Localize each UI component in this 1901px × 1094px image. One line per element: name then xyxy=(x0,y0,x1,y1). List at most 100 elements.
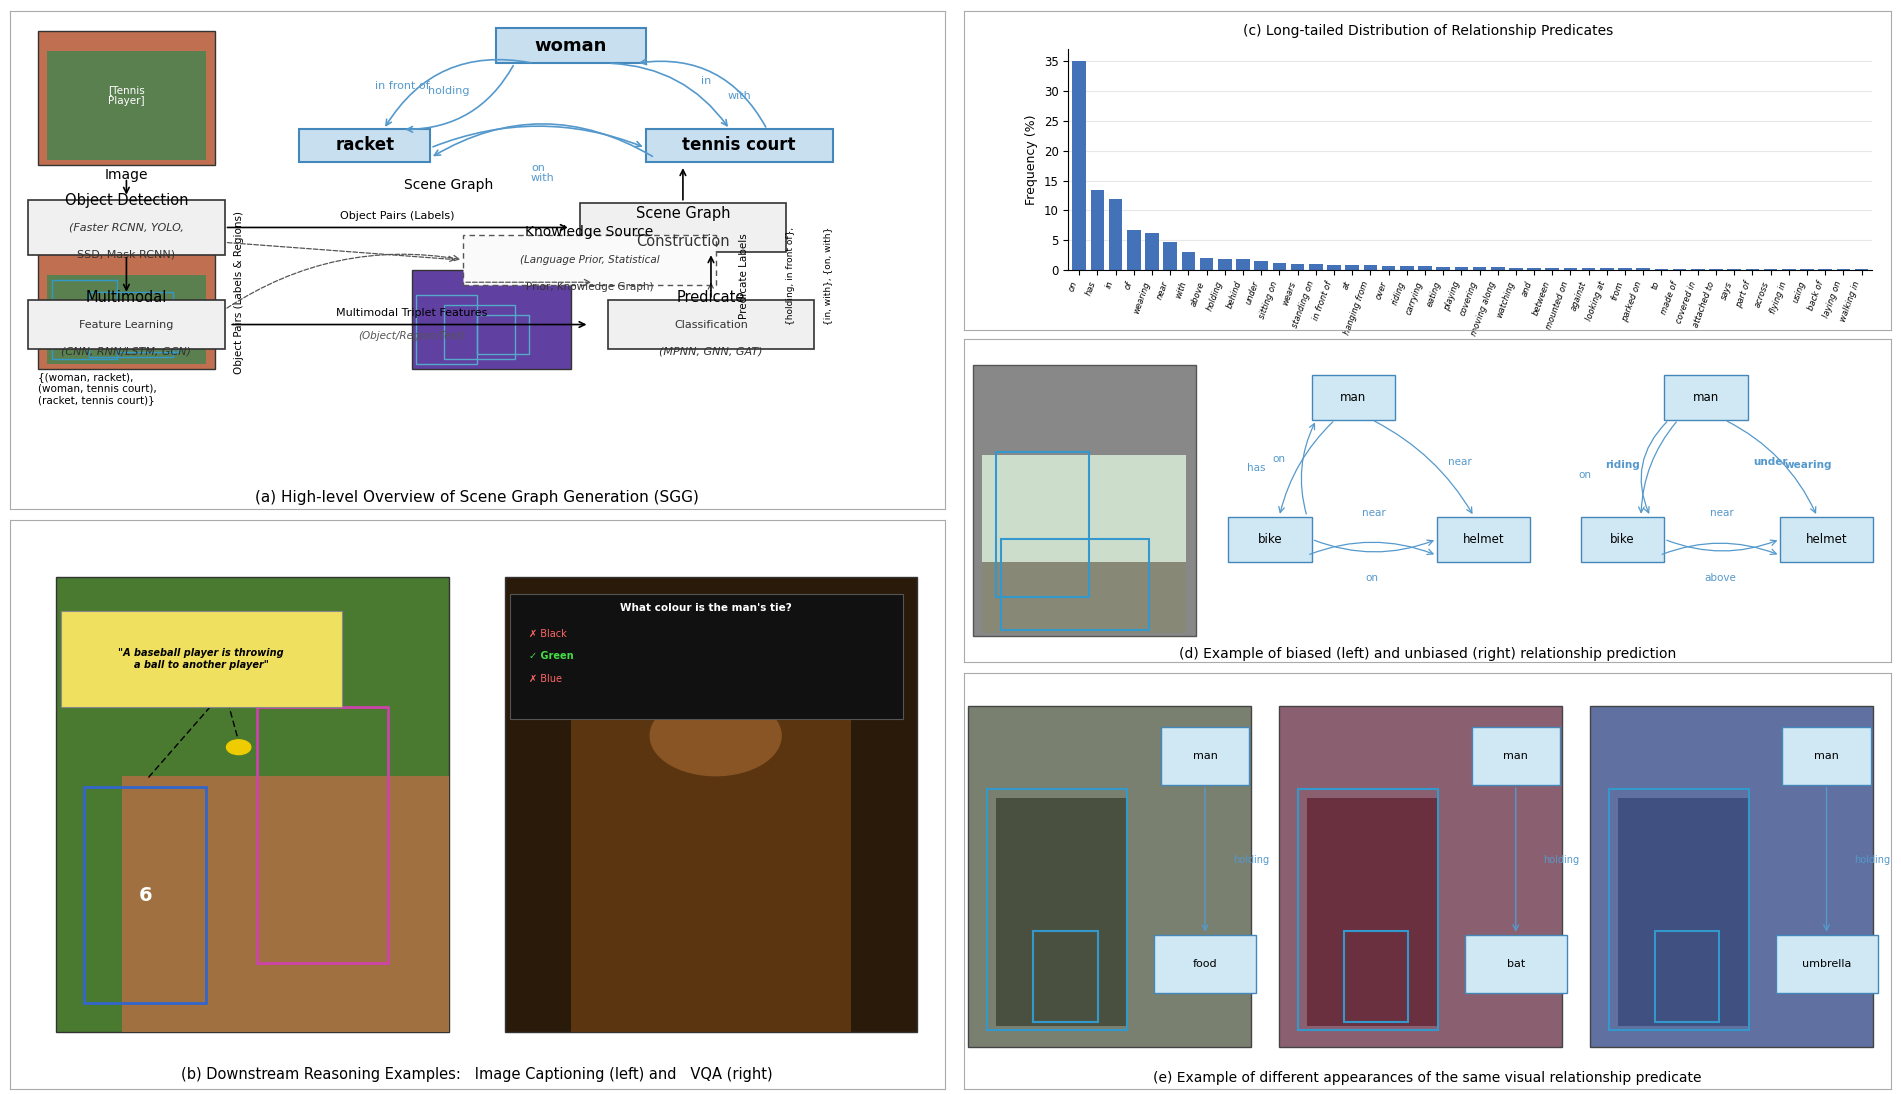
FancyBboxPatch shape xyxy=(38,31,215,165)
Bar xyxy=(1764,269,1777,270)
Text: {in, with}, {on, with}: {in, with}, {on, with} xyxy=(823,226,833,325)
Text: (woman, tennis court),: (woman, tennis court), xyxy=(38,383,156,393)
FancyBboxPatch shape xyxy=(968,706,1251,1047)
Text: Classification: Classification xyxy=(675,319,747,329)
Text: Multimodal: Multimodal xyxy=(86,290,167,304)
Text: riding: riding xyxy=(1604,459,1641,470)
FancyBboxPatch shape xyxy=(1437,516,1530,562)
Text: in front of: in front of xyxy=(374,81,430,92)
FancyBboxPatch shape xyxy=(1308,798,1439,1026)
Bar xyxy=(1565,268,1578,270)
Text: woman: woman xyxy=(534,37,606,55)
FancyBboxPatch shape xyxy=(1228,516,1312,562)
Bar xyxy=(1582,268,1595,270)
Text: (Faster RCNN, YOLO,: (Faster RCNN, YOLO, xyxy=(68,222,184,232)
FancyBboxPatch shape xyxy=(61,610,342,708)
Text: holding: holding xyxy=(1853,854,1890,865)
Text: man: man xyxy=(1192,750,1217,761)
Text: (Language Prior, Statistical: (Language Prior, Statistical xyxy=(519,255,660,265)
Bar xyxy=(1509,268,1523,270)
Bar xyxy=(1709,269,1722,270)
Text: Predicate Labels: Predicate Labels xyxy=(739,233,749,318)
Text: Feature Learning: Feature Learning xyxy=(80,319,173,329)
Bar xyxy=(1601,268,1614,270)
FancyBboxPatch shape xyxy=(29,300,224,349)
Text: near: near xyxy=(1449,457,1471,467)
Bar xyxy=(1437,267,1450,270)
Text: ✗ Black: ✗ Black xyxy=(528,628,566,639)
Text: helmet: helmet xyxy=(1462,533,1504,546)
Text: man: man xyxy=(1692,391,1719,404)
Text: Object Pairs (Labels): Object Pairs (Labels) xyxy=(340,211,454,221)
Text: (b) Downstream Reasoning Examples:   Image Captioning (left) and   VQA (right): (b) Downstream Reasoning Examples: Image… xyxy=(181,1067,774,1082)
Text: (Object/Region/Text): (Object/Region/Text) xyxy=(357,330,466,340)
FancyBboxPatch shape xyxy=(300,129,430,162)
Bar xyxy=(1144,233,1160,270)
FancyBboxPatch shape xyxy=(996,798,1127,1026)
Text: Multimodal Triplet Features: Multimodal Triplet Features xyxy=(336,309,487,318)
Bar xyxy=(1163,242,1177,270)
FancyBboxPatch shape xyxy=(38,249,215,370)
Text: (a) High-level Overview of Scene Graph Generation (SGG): (a) High-level Overview of Scene Graph G… xyxy=(255,490,700,505)
Text: with: with xyxy=(530,173,555,183)
Text: on: on xyxy=(1580,469,1591,479)
Text: man: man xyxy=(1504,750,1528,761)
Bar xyxy=(1546,268,1559,270)
Bar xyxy=(1800,269,1814,270)
Bar xyxy=(1454,267,1468,270)
Text: (c) Long-tailed Distribution of Relationship Predicates: (c) Long-tailed Distribution of Relation… xyxy=(1243,24,1612,37)
FancyBboxPatch shape xyxy=(1618,798,1749,1026)
Text: on: on xyxy=(1365,573,1378,583)
Text: man: man xyxy=(1814,750,1838,761)
Text: Predicate: Predicate xyxy=(677,290,745,304)
Bar xyxy=(1654,268,1669,270)
Text: SSD, Mask RCNN): SSD, Mask RCNN) xyxy=(78,249,175,260)
Text: Object Detection: Object Detection xyxy=(65,193,188,208)
Text: Image: Image xyxy=(105,168,148,183)
Text: "A baseball player is throwing
a ball to another player": "A baseball player is throwing a ball to… xyxy=(118,649,283,670)
Circle shape xyxy=(650,696,781,776)
FancyBboxPatch shape xyxy=(983,562,1186,632)
Text: 6: 6 xyxy=(139,886,152,905)
Text: in: in xyxy=(701,77,711,86)
Bar xyxy=(1255,261,1268,270)
Text: umbrella: umbrella xyxy=(1802,958,1852,969)
Text: holding: holding xyxy=(1544,854,1580,865)
Text: under: under xyxy=(1753,457,1789,467)
Text: above: above xyxy=(1703,573,1736,583)
Text: Construction: Construction xyxy=(637,234,730,248)
Text: bike: bike xyxy=(1610,533,1635,546)
Bar xyxy=(1673,269,1686,270)
Bar xyxy=(1473,267,1487,270)
Bar xyxy=(1327,265,1340,270)
FancyBboxPatch shape xyxy=(509,594,903,719)
FancyBboxPatch shape xyxy=(1154,934,1257,993)
FancyBboxPatch shape xyxy=(464,235,715,284)
Text: (d) Example of biased (left) and unbiased (right) relationship prediction: (d) Example of biased (left) and unbiase… xyxy=(1179,647,1677,661)
Text: Object Pairs (Labels & Regions): Object Pairs (Labels & Regions) xyxy=(234,211,243,374)
Bar xyxy=(1618,268,1631,270)
Text: (e) Example of different appearances of the same visual relationship predicate: (e) Example of different appearances of … xyxy=(1154,1071,1701,1085)
Bar xyxy=(1637,268,1650,270)
Text: ✓ Green: ✓ Green xyxy=(528,651,574,661)
FancyBboxPatch shape xyxy=(1162,726,1249,785)
Text: holding: holding xyxy=(428,86,470,96)
Text: racket: racket xyxy=(335,137,395,154)
Bar xyxy=(1745,269,1758,270)
Bar xyxy=(1527,268,1542,270)
FancyBboxPatch shape xyxy=(570,690,852,1032)
Bar xyxy=(1272,263,1287,270)
Bar xyxy=(1291,264,1304,270)
Text: Knowledge Source: Knowledge Source xyxy=(525,225,654,240)
Text: holding: holding xyxy=(1234,854,1270,865)
Text: tennis court: tennis court xyxy=(682,137,797,154)
Text: Prior, Knowledge Graph): Prior, Knowledge Graph) xyxy=(527,282,654,292)
FancyBboxPatch shape xyxy=(1589,706,1872,1047)
Bar xyxy=(1108,198,1122,270)
FancyBboxPatch shape xyxy=(1776,934,1878,993)
Text: on: on xyxy=(530,163,546,173)
FancyBboxPatch shape xyxy=(48,50,205,160)
FancyBboxPatch shape xyxy=(1279,706,1563,1047)
FancyBboxPatch shape xyxy=(983,455,1186,632)
Bar xyxy=(1182,253,1196,270)
